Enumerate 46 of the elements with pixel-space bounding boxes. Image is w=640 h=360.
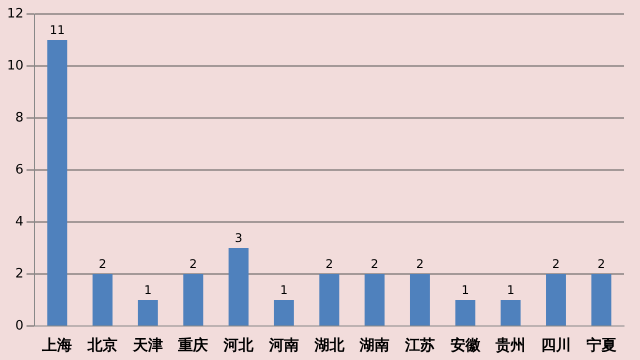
x-tick-label: 重庆 bbox=[177, 336, 208, 354]
y-tick-label: 10 bbox=[6, 58, 24, 74]
bar bbox=[319, 274, 340, 326]
bar bbox=[138, 300, 158, 326]
y-tick-label: 0 bbox=[15, 318, 24, 334]
y-tick-label: 12 bbox=[6, 6, 24, 22]
data-label: 2 bbox=[416, 257, 424, 272]
data-label: 2 bbox=[370, 257, 378, 272]
x-tick-label: 湖南 bbox=[358, 336, 390, 354]
x-tick-label: 上海 bbox=[41, 336, 72, 354]
data-label: 1 bbox=[506, 283, 514, 298]
x-tick-label: 天津 bbox=[132, 336, 163, 354]
y-tick-label: 4 bbox=[15, 214, 24, 230]
bar bbox=[183, 274, 204, 326]
data-label: 1 bbox=[144, 283, 152, 298]
bar bbox=[92, 274, 113, 326]
data-label: 3 bbox=[234, 231, 242, 246]
data-label: 11 bbox=[50, 23, 65, 38]
x-tick-label: 河北 bbox=[222, 336, 255, 354]
y-tick-label: 6 bbox=[15, 162, 24, 178]
x-tick-label: 贵州 bbox=[494, 336, 526, 354]
x-tick-label: 湖北 bbox=[313, 336, 346, 354]
bar bbox=[364, 274, 385, 326]
x-tick-label: 四川 bbox=[540, 336, 571, 354]
x-tick-label: 安徽 bbox=[450, 336, 482, 354]
data-label: 2 bbox=[189, 257, 198, 272]
bar bbox=[591, 274, 612, 326]
bar bbox=[228, 248, 249, 326]
data-label: 2 bbox=[98, 257, 106, 272]
x-tick-label: 北京 bbox=[86, 336, 118, 354]
x-tick-label: 江苏 bbox=[404, 336, 435, 354]
data-label: 2 bbox=[325, 257, 334, 272]
bar bbox=[47, 40, 68, 326]
x-tick-label: 河南 bbox=[268, 336, 299, 354]
bar bbox=[455, 300, 476, 326]
data-label: 2 bbox=[552, 257, 560, 272]
bar bbox=[500, 300, 521, 326]
data-label: 1 bbox=[461, 283, 470, 298]
bar bbox=[546, 274, 566, 326]
data-label: 1 bbox=[280, 283, 288, 298]
x-tick-label: 宁夏 bbox=[586, 336, 616, 354]
data-label: 2 bbox=[598, 257, 606, 272]
y-tick-label: 8 bbox=[15, 110, 24, 126]
bar bbox=[274, 300, 294, 326]
y-tick-label: 2 bbox=[15, 266, 24, 282]
bar bbox=[410, 274, 430, 326]
